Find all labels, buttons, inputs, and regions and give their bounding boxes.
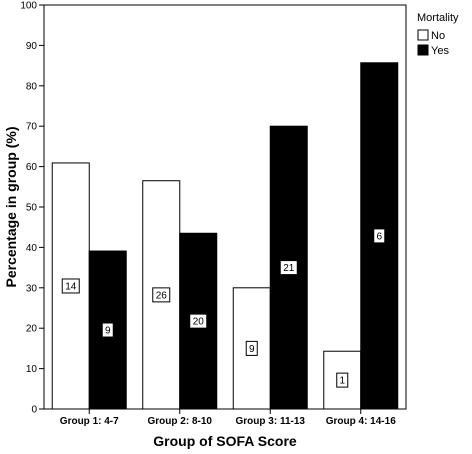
data-label: 20 xyxy=(193,317,205,328)
data-label-box xyxy=(279,260,298,276)
x-tick-label: Group 3: 11-13 xyxy=(236,416,306,427)
x-tick-label: Group 4: 14-16 xyxy=(326,416,396,427)
data-label: 1 xyxy=(339,376,345,387)
legend: Mortality No Yes xyxy=(417,12,459,57)
y-tick-label: 30 xyxy=(26,283,38,294)
x-tick-label: Group 2: 8-10 xyxy=(148,416,213,427)
data-label-box xyxy=(61,278,80,294)
y-tick-label: 10 xyxy=(26,364,38,375)
data-label-box xyxy=(336,372,349,388)
data-label-box xyxy=(245,340,258,356)
data-label: 26 xyxy=(156,290,168,301)
legend-label-yes: Yes xyxy=(431,45,449,57)
data-label: 14 xyxy=(65,281,77,292)
y-tick-label: 0 xyxy=(31,405,37,416)
y-tick-label: 60 xyxy=(26,162,38,173)
y-tick-label: 70 xyxy=(26,122,38,133)
legend-swatch-yes xyxy=(417,44,429,56)
x-tick-label: Group 1: 4-7 xyxy=(60,416,119,427)
data-label: 6 xyxy=(376,231,382,242)
legend-label-no: No xyxy=(431,30,445,42)
y-tick-label: 40 xyxy=(26,243,38,254)
data-label: 9 xyxy=(105,326,111,337)
legend-title: Mortality xyxy=(417,12,459,24)
y-tick-label: 20 xyxy=(26,324,38,335)
data-label: 21 xyxy=(283,263,295,274)
data-label-box xyxy=(189,313,208,329)
bar-yes xyxy=(179,232,218,410)
y-tick-label: 90 xyxy=(26,41,38,52)
x-axis-title: Group of SOFA Score xyxy=(153,433,297,449)
y-tick-label: 100 xyxy=(20,1,37,12)
bars: 14 9 26 20 9 21 1 6 xyxy=(51,62,399,410)
y-tick-label: 50 xyxy=(26,203,38,214)
y-axis-title: Percentage in group (%) xyxy=(3,126,19,287)
x-axis: Group 1: 4-7 Group 2: 8-10 Group 3: 11-13 G… xyxy=(60,409,396,427)
legend-swatch-no xyxy=(417,29,429,41)
data-label-box xyxy=(101,322,114,338)
y-tick-label: 80 xyxy=(26,81,38,92)
y-axis: 0 10 20 30 40 50 60 70 80 90 100 xyxy=(20,1,44,416)
data-label-box xyxy=(152,287,171,303)
data-label: 9 xyxy=(249,344,255,355)
data-label-box xyxy=(373,228,386,244)
